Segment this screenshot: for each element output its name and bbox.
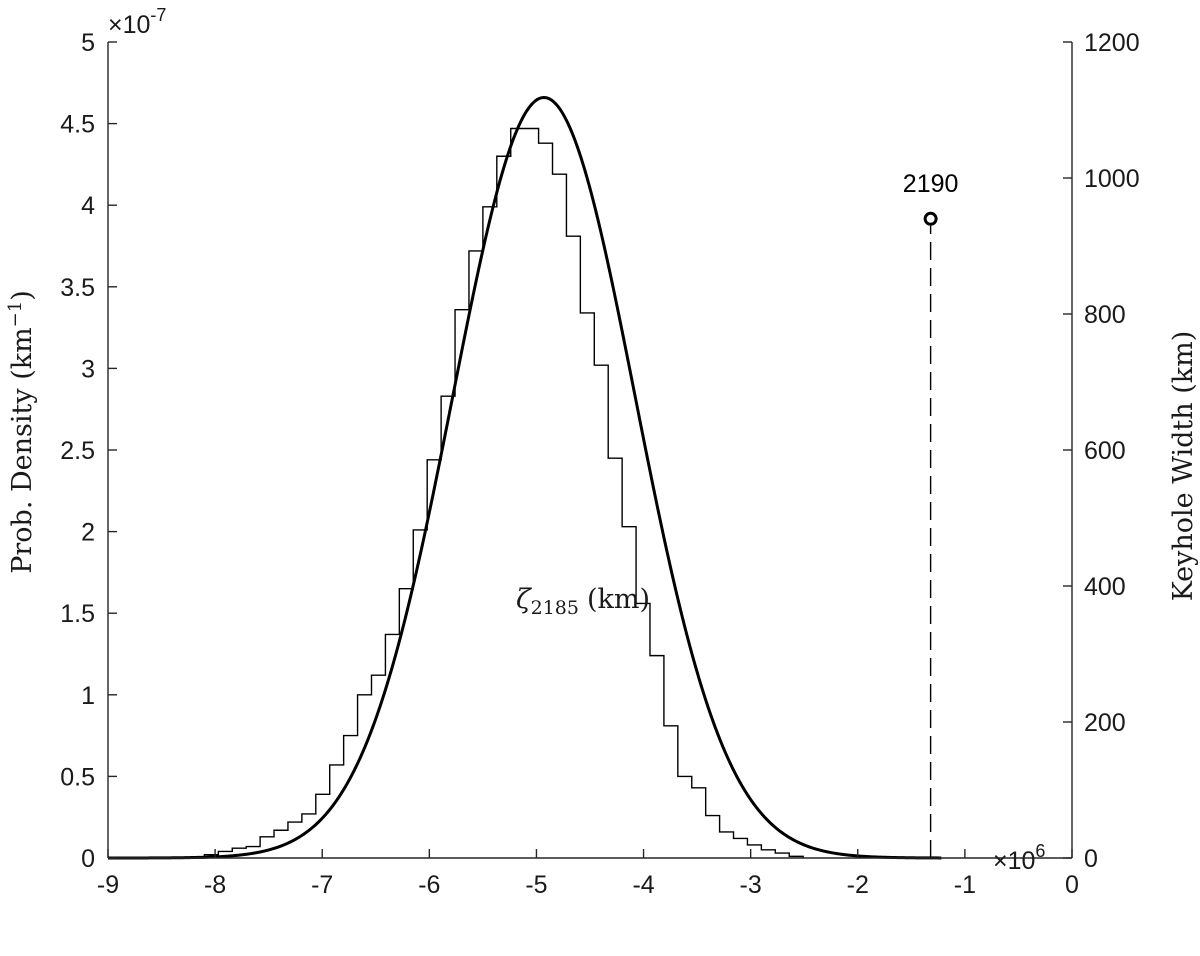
x-tick-label: 0 xyxy=(1065,871,1079,899)
keyhole-year-label: 2190 xyxy=(903,170,959,198)
y-right-tick-label: 1200 xyxy=(1084,29,1140,57)
x-tick-label: -3 xyxy=(740,871,762,899)
y-left-tick-label: 4.5 xyxy=(60,111,95,139)
histogram xyxy=(108,127,804,859)
y-left-axis-label: Prob. Density (km−1) xyxy=(5,290,38,574)
x-axis-title-text: ζ2185 (km) xyxy=(516,584,650,619)
axes xyxy=(107,42,1073,859)
x-tick-label: -6 xyxy=(418,871,440,899)
y-right-tick-label: 1000 xyxy=(1084,165,1140,193)
x-tick-label: -4 xyxy=(632,871,654,899)
y-left-tick-label: 0.5 xyxy=(60,763,95,791)
y-exponent-label: ×10-7 xyxy=(108,5,166,39)
y-left-tick-label: 1 xyxy=(81,682,95,710)
tick-labels: -9 -8 -7 -6 -5 -4 -3 -2 -1 000.511.522.533.544.55… xyxy=(60,29,1139,899)
y-left-tick-label: 1.5 xyxy=(60,600,95,628)
x-tick-label: -1 xyxy=(954,871,976,899)
y-left-tick-label: 3 xyxy=(81,355,95,383)
y-left-tick-label: 2 xyxy=(81,519,95,547)
x-tick-label: -7 xyxy=(311,871,333,899)
y-right-tick-label: 0 xyxy=(1084,845,1098,873)
y-right-tick-label: 600 xyxy=(1084,437,1126,465)
y-left-tick-label: 3.5 xyxy=(60,274,95,302)
density-curve xyxy=(108,95,942,860)
y-right-axis-label: Keyhole Width (km) xyxy=(1168,331,1199,602)
x-tick-label: -2 xyxy=(847,871,869,899)
histogram-steps xyxy=(108,127,804,859)
density-curve-group xyxy=(108,95,942,860)
y-right-tick-label: 400 xyxy=(1084,573,1126,601)
x-tick-label: -9 xyxy=(97,871,119,899)
y-left-tick-label: 2.5 xyxy=(60,437,95,465)
x-tick-label: -5 xyxy=(525,871,547,899)
keyhole-marker xyxy=(923,211,938,226)
keyhole-marker-group xyxy=(923,211,938,858)
x-tick-label: -8 xyxy=(204,871,226,899)
x-exponent-label: ×106 xyxy=(993,841,1045,875)
y-left-tick-label: 5 xyxy=(81,29,95,57)
y-right-tick-label: 200 xyxy=(1084,709,1126,737)
y-left-tick-label: 0 xyxy=(81,845,95,873)
y-left-tick-label: 4 xyxy=(81,192,95,220)
y-right-tick-label: 800 xyxy=(1084,301,1126,329)
